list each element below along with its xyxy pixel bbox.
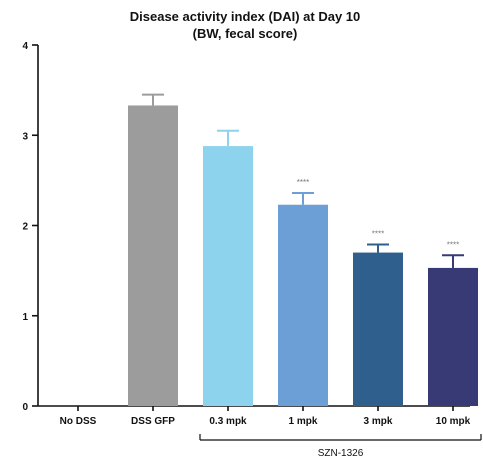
x-tick-label: 0.3 mpk [209,416,247,427]
plot-area: 0 1 2 3 4 No DSS DSS GFP 0.3 mpk 1 mpk **** 3 mpk *… [22,41,482,459]
y-tick-label: 2 [22,222,28,233]
x-tick-label: 1 mpk [289,416,318,427]
y-tick-label: 4 [22,41,28,52]
x-tick-label: DSS GFP [131,416,175,427]
y-tick-label: 3 [22,131,28,142]
significance-label: **** [447,240,459,249]
x-tick-label: 10 mpk [436,416,471,427]
significance-label: **** [372,229,384,238]
y-tick-label: 0 [22,402,28,413]
bar [128,105,178,406]
bar [203,146,253,406]
bar [353,252,403,406]
bar [428,267,478,406]
significance-label: **** [297,178,309,187]
x-tick-label: No DSS [60,416,97,427]
bar [278,204,328,406]
y-tick-label: 1 [22,312,28,323]
chart-title-line-1: Disease activity index (DAI) at Day 10 [130,9,361,24]
chart-title-line-2: (BW, fecal score) [193,26,298,41]
group-bracket-label: SZN-1326 [318,448,364,459]
x-tick-label: 3 mpk [364,416,393,427]
